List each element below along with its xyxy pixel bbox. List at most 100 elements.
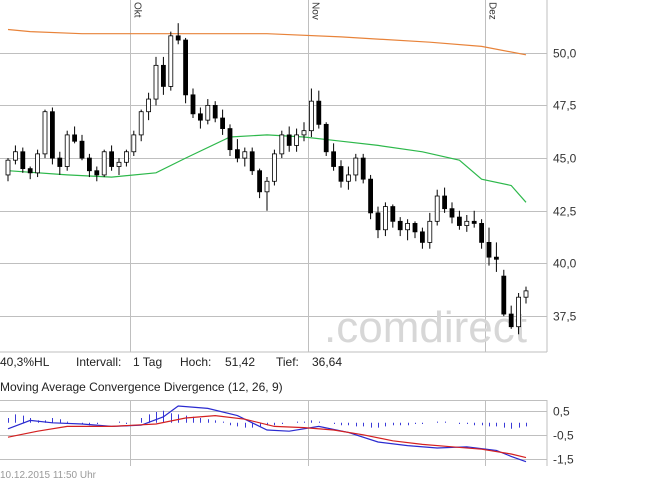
candle-body [153,64,159,100]
macd-chart: 0,5 -0,5 -1,5 [0,400,574,467]
candle-body [382,206,388,231]
candle-body [316,100,322,125]
candle [456,210,462,230]
candle [316,90,322,129]
candle [375,206,381,239]
candle [35,149,40,178]
candle [27,166,33,180]
candle [279,130,285,159]
candle [160,56,166,95]
candle-body [183,39,189,96]
candle [434,189,440,226]
candle [5,158,11,182]
candle-body [286,134,292,146]
candle [190,88,196,119]
candle-body [464,220,470,226]
candle-body [434,195,440,222]
candle-body [168,35,174,87]
candle [197,107,203,129]
candle [271,149,277,186]
candle [124,149,129,167]
candle [353,153,359,182]
candle-body [308,100,314,132]
candle [94,166,100,182]
candle [345,166,351,190]
candle [390,204,396,228]
candle-body [264,180,270,193]
candle-body [249,151,255,172]
candle [301,122,307,142]
candle-body [116,161,122,167]
candle [368,174,374,220]
price-y-tick-label: 47,5 [553,99,577,113]
macd-line [7,405,527,463]
macd-y-tick-label: -1,5 [553,453,574,467]
candle [294,128,300,152]
candle [308,88,314,138]
candle-body [160,64,166,87]
candle-body [375,212,381,231]
candle [516,292,521,335]
candle [360,153,366,184]
high-value: 51,42 [225,355,256,369]
candle-body [442,195,448,210]
candle [101,149,107,178]
candle-body [360,157,366,180]
candle-body [508,313,514,328]
comdirect-watermark: .comdirect [324,303,527,352]
candle-body [279,134,285,155]
candle-body [57,157,63,167]
candle-body [479,223,485,243]
candle-body [294,134,300,146]
moving-average-lines [7,28,527,203]
candle [286,126,292,152]
price-y-tick-label: 50,0 [553,47,577,61]
candle-body [471,220,477,224]
candle-body [205,104,211,121]
candle-body [493,256,499,260]
candle-body [419,231,425,243]
candle-body [190,94,196,115]
candle [50,107,55,165]
candle [249,147,255,175]
candle-body [5,159,11,176]
candle [220,109,226,135]
candle-body [42,111,48,155]
candle [382,202,388,237]
candle-body [353,157,359,176]
candle [331,143,337,171]
candle-body [516,296,521,328]
candle [442,187,448,213]
candle-body [242,151,248,159]
high-label: Hoch: [180,355,212,369]
candle-body [301,130,307,136]
candle [449,202,455,224]
candle [242,147,248,167]
interval-value: 1 Tag [133,355,163,369]
candle-body [35,153,40,174]
candle [20,147,26,173]
candle [72,126,77,144]
macd-histogram [8,410,527,429]
candle-body [175,35,181,41]
candle-body [101,151,107,176]
candle-body [449,208,455,218]
candle-body [12,151,18,161]
signal-line [7,414,527,459]
candle [464,214,470,232]
candle-body [64,134,70,167]
month-label: Dez [487,2,498,20]
candle-body [79,140,85,159]
candle-body [331,151,337,167]
candle [64,130,70,171]
info-bar: 40,3%HL Intervall: 1 Tag Hoch: 51,42 Tie… [0,355,645,373]
candle-body [94,170,100,176]
macd-lines [7,405,527,463]
candle [501,269,507,317]
footer-timestamp: 10.12.2015 11:50 Uhr [0,470,97,481]
candle-body [501,275,507,315]
price-y-tick-label: 42,5 [553,205,577,219]
candle-body [323,123,329,153]
candle [405,219,411,241]
candle [257,168,263,199]
